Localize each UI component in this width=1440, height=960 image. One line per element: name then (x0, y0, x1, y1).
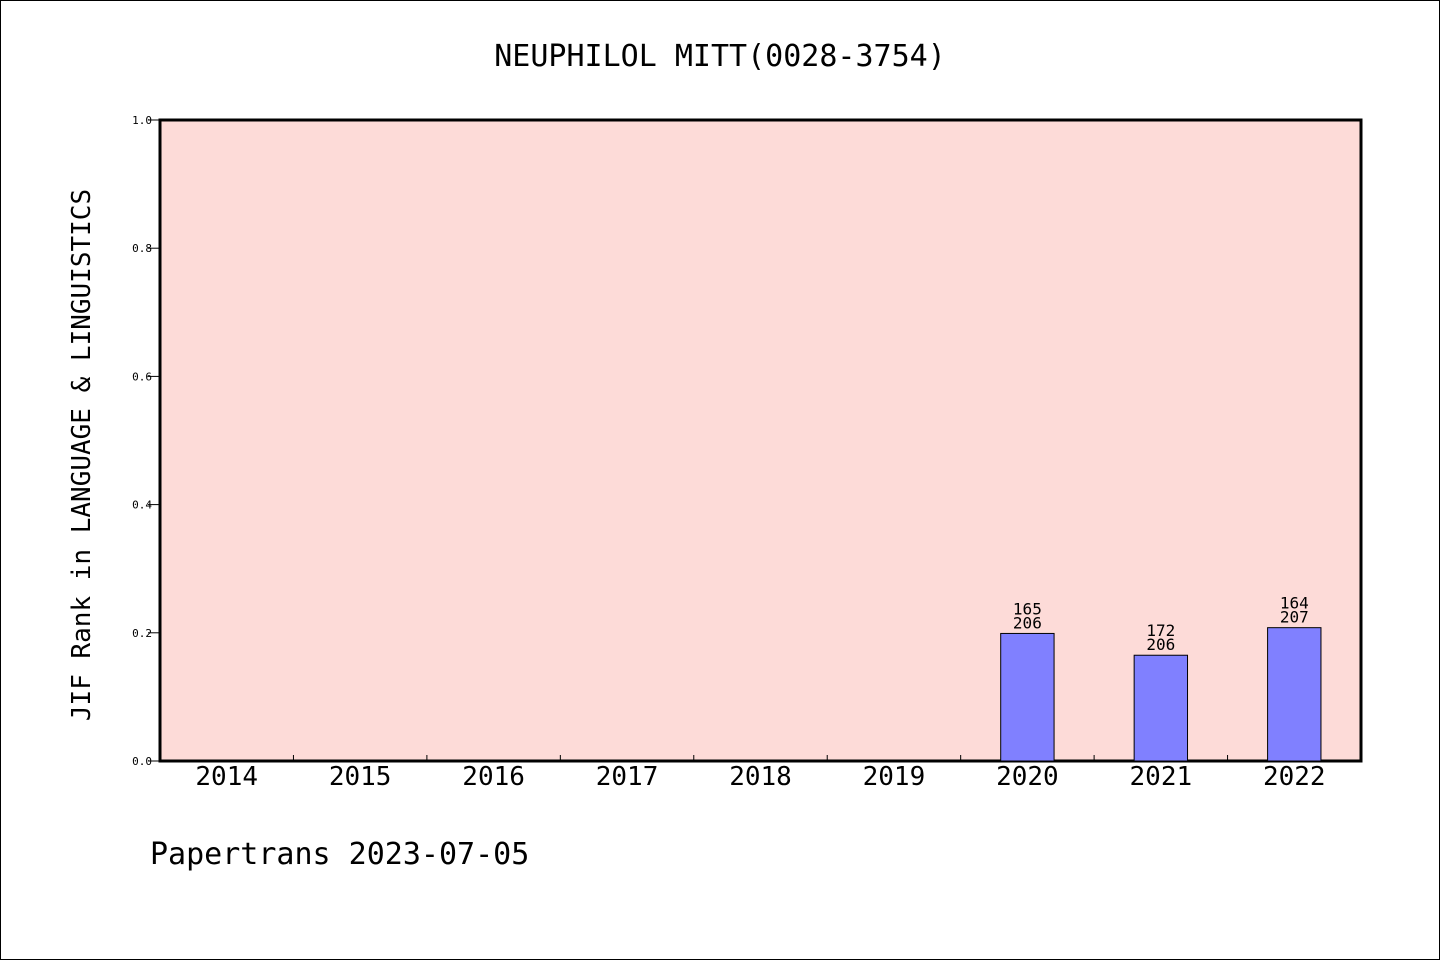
y-tick-label: 0.0 (132, 755, 152, 768)
bar-rank-label: 165 (1013, 599, 1042, 618)
bar-2022 (1267, 627, 1322, 762)
x-tick-label: 2014 (195, 762, 258, 792)
x-tick-label: 2022 (1263, 762, 1326, 792)
bar-rank-label: 172 (1146, 621, 1175, 640)
bars-group (1000, 627, 1322, 762)
y-axis-ticks: 0.0 0.2 0.4 0.6 0.8 1.0 (132, 114, 160, 768)
x-axis-ticks: 2014 2015 2016 2017 2018 2019 2020 2021 2022 (195, 755, 1326, 792)
bar-2021 (1133, 654, 1189, 762)
bar-rank-label: 164 (1280, 594, 1309, 613)
bar-total-label: 206 (1013, 613, 1042, 632)
y-tick-label: 1.0 (132, 114, 152, 127)
x-tick-label: 2015 (329, 762, 392, 792)
x-tick-label: 2016 (462, 762, 525, 792)
y-tick-label: 0.6 (132, 370, 152, 383)
bar-total-label: 206 (1146, 635, 1175, 654)
bar-2020 (1000, 632, 1055, 762)
chart-title: NEUPHILOL MITT(0028-3754) (494, 39, 946, 74)
plot-area (158, 118, 1363, 763)
y-tick-label: 0.4 (132, 499, 152, 512)
footer-text: Papertrans 2023-07-05 (150, 837, 529, 872)
x-tick-label: 2021 (1130, 762, 1193, 792)
bar-total-label: 207 (1280, 608, 1309, 627)
y-axis-label: JIF Rank in LANGUAGE & LINGUISTICS (67, 189, 97, 721)
x-tick-label: 2017 (596, 762, 659, 792)
y-tick-label: 0.8 (132, 242, 152, 255)
x-tick-label: 2020 (996, 762, 1059, 792)
x-tick-label: 2019 (863, 762, 926, 792)
y-tick-label: 0.2 (132, 627, 152, 640)
x-tick-label: 2018 (729, 762, 792, 792)
